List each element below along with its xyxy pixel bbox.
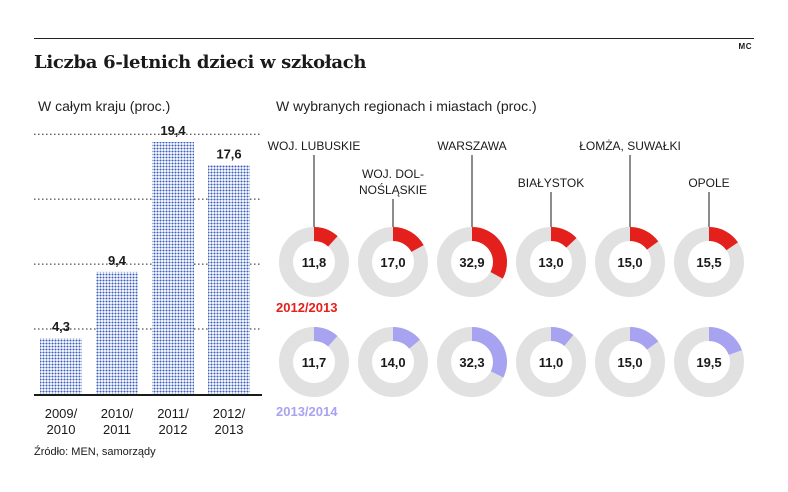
donut-segment bbox=[551, 327, 574, 346]
bar bbox=[40, 338, 82, 394]
x-tick-label: 2012/ bbox=[213, 406, 246, 421]
x-tick-label: 2011 bbox=[103, 422, 131, 437]
donut-value-label: 15,5 bbox=[696, 255, 721, 270]
region-label: NOŚLĄSKIE bbox=[359, 182, 427, 197]
x-tick-label: 2011/ bbox=[157, 406, 189, 421]
bar-value-label: 4,3 bbox=[52, 319, 70, 334]
donut-segment bbox=[709, 227, 738, 251]
bar-value-label: 17,6 bbox=[216, 146, 241, 161]
region-label: OPOLE bbox=[688, 176, 729, 190]
donut-segment bbox=[314, 327, 338, 347]
bar bbox=[96, 271, 138, 394]
donut-segment bbox=[472, 227, 508, 279]
donut-chart-subtitle: W wybranych regionach i miastach (proc.) bbox=[276, 98, 537, 114]
donut-segment bbox=[393, 327, 420, 349]
region-label: WARSZAWA bbox=[437, 139, 506, 153]
bar bbox=[208, 165, 250, 394]
legend-2012-2013: 2012/2013 bbox=[276, 300, 338, 315]
donut-segment bbox=[630, 227, 659, 250]
bar-value-label: 9,4 bbox=[108, 253, 127, 268]
donut-value-label: 19,5 bbox=[696, 355, 721, 370]
donut-segment bbox=[314, 227, 338, 247]
x-tick-label: 2010 bbox=[47, 422, 76, 437]
bar bbox=[152, 142, 194, 394]
donut-value-label: 15,0 bbox=[617, 255, 642, 270]
donut-value-label: 13,0 bbox=[538, 255, 563, 270]
donut-value-label: 32,3 bbox=[459, 355, 484, 370]
donut-segment bbox=[472, 327, 507, 378]
donut-value-label: 32,9 bbox=[459, 255, 484, 270]
bar-value-label: 19,4 bbox=[160, 123, 186, 138]
x-tick-label: 2012 bbox=[159, 422, 188, 437]
bar-chart-subtitle: W całym kraju (proc.) bbox=[38, 98, 171, 114]
donut-value-label: 11,0 bbox=[539, 355, 564, 370]
region-label: ŁOMŻA, SUWAŁKI bbox=[579, 139, 681, 153]
legend-2013-2014: 2013/2014 bbox=[276, 404, 338, 419]
donut-segment bbox=[551, 227, 577, 248]
donut-charts: WOJ. LUBUSKIE 11,8 11,7 WOJ. DOL-NOŚLĄSKIE 1… bbox=[268, 139, 744, 397]
x-tick-label: 2009/ bbox=[45, 406, 78, 421]
region-label: BIAŁYSTOK bbox=[518, 176, 584, 190]
donut-segment bbox=[709, 327, 742, 355]
x-tick-label: 2013 bbox=[215, 422, 244, 437]
region-label: WOJ. DOL- bbox=[362, 167, 424, 181]
x-tick-label: 2010/ bbox=[101, 406, 134, 421]
donut-value-label: 11,8 bbox=[302, 255, 327, 270]
donut-value-label: 15,0 bbox=[617, 355, 642, 370]
region-label: WOJ. LUBUSKIE bbox=[268, 139, 361, 153]
top-rule bbox=[34, 38, 754, 39]
donut-value-label: 17,0 bbox=[380, 255, 405, 270]
donut-value-label: 11,7 bbox=[302, 355, 327, 370]
page-title: Liczba 6-letnich dzieci w szkołach bbox=[34, 52, 367, 73]
donut-segment bbox=[630, 327, 659, 350]
source-note: Źródło: MEN, samorządy bbox=[34, 446, 156, 458]
donut-value-label: 14,0 bbox=[380, 355, 405, 370]
bar-chart: 4,3 2009/2010 9,4 2010/2011 19,4 2011/2012 17,… bbox=[34, 123, 262, 437]
donut-segment bbox=[393, 227, 424, 252]
credit-label: MC bbox=[738, 42, 752, 51]
